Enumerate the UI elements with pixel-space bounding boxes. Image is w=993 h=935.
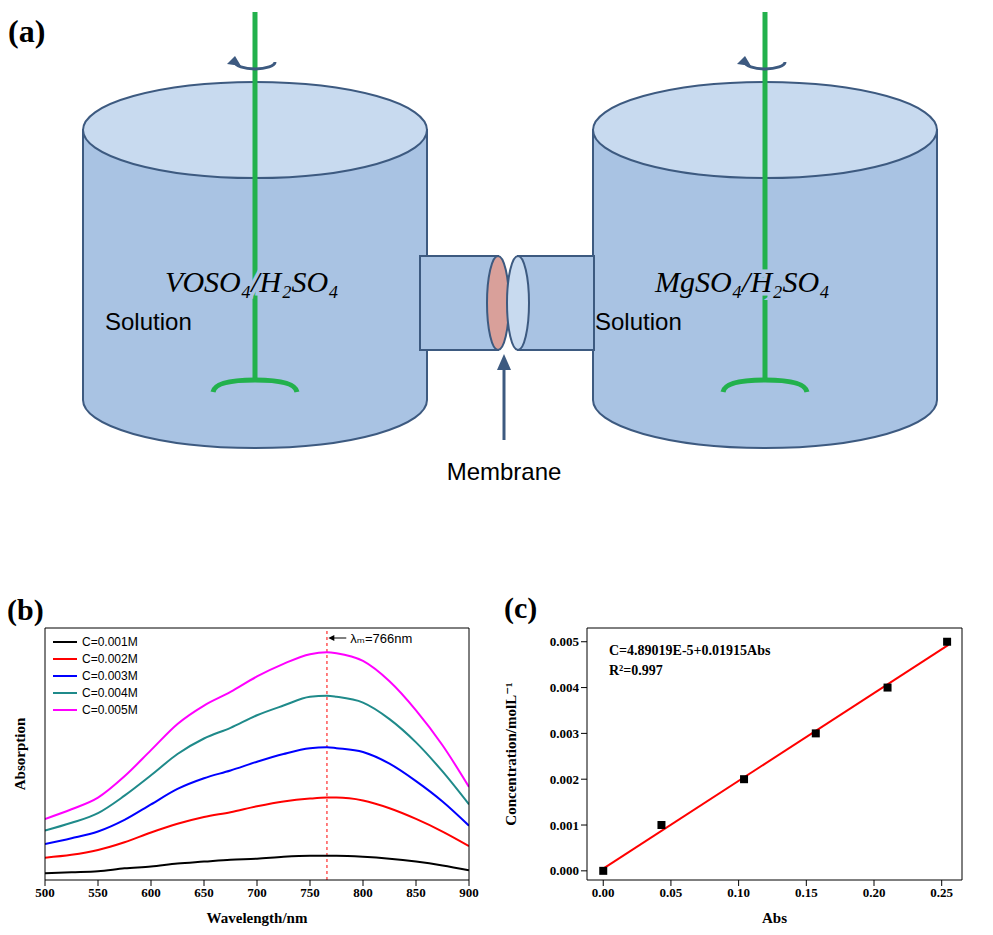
svg-text:700: 700: [247, 885, 267, 900]
svg-text:800: 800: [353, 885, 373, 900]
svg-text:Solution: Solution: [105, 308, 192, 335]
svg-text:Concentration/molL⁻¹: Concentration/molL⁻¹: [503, 682, 519, 825]
html-text:C=0.001M: C=0.001M: [82, 634, 138, 649]
svg-text:Abs: Abs: [762, 910, 787, 926]
svg-text:Membrane: Membrane: [447, 458, 562, 485]
svg-text:0.004: 0.004: [550, 680, 580, 695]
svg-text:VOSO₄/H₂SO₄: VOSO₄/H₂SO₄: [165, 265, 339, 298]
html-text:C=0.003M: C=0.003M: [82, 668, 138, 683]
svg-text:(b): (b): [7, 593, 44, 627]
svg-text:0.20: 0.20: [863, 885, 886, 900]
svg-text:600: 600: [141, 885, 161, 900]
svg-text:(a): (a): [8, 13, 45, 49]
svg-text:0.002: 0.002: [550, 772, 579, 787]
svg-text:0.003: 0.003: [550, 726, 580, 741]
svg-text:650: 650: [194, 885, 214, 900]
svg-text:550: 550: [88, 885, 108, 900]
svg-text:0.25: 0.25: [930, 885, 953, 900]
svg-text:0.00: 0.00: [592, 885, 615, 900]
svg-text:750: 750: [300, 885, 320, 900]
svg-text:MgSO₄/H₂SO₄: MgSO₄/H₂SO₄: [654, 265, 830, 298]
svg-text:Wavelength/nm: Wavelength/nm: [207, 910, 308, 926]
svg-text:500: 500: [35, 885, 55, 900]
svg-text:λₘ=766nm: λₘ=766nm: [350, 631, 412, 646]
html-text:C=0.002M: C=0.002M: [82, 651, 138, 666]
svg-text:Absorption: Absorption: [12, 717, 28, 790]
svg-text:0.05: 0.05: [660, 885, 683, 900]
html-text:R²=0.997: R²=0.997: [609, 663, 663, 678]
html-text:C=4.89019E-5+0.01915Abs: C=4.89019E-5+0.01915Abs: [609, 643, 771, 658]
svg-text:0.001: 0.001: [550, 818, 579, 833]
svg-text:0.000: 0.000: [550, 863, 579, 878]
svg-text:850: 850: [406, 885, 426, 900]
html-text:(c): (c): [504, 591, 538, 624]
svg-text:0.10: 0.10: [727, 885, 750, 900]
html-text:C=0.004M: C=0.004M: [82, 685, 138, 700]
svg-text:900: 900: [459, 885, 479, 900]
svg-text:0.005: 0.005: [550, 634, 580, 649]
html-text:C=0.005M: C=0.005M: [82, 702, 138, 717]
svg-text:0.15: 0.15: [795, 885, 818, 900]
svg-text:Solution: Solution: [595, 308, 682, 335]
